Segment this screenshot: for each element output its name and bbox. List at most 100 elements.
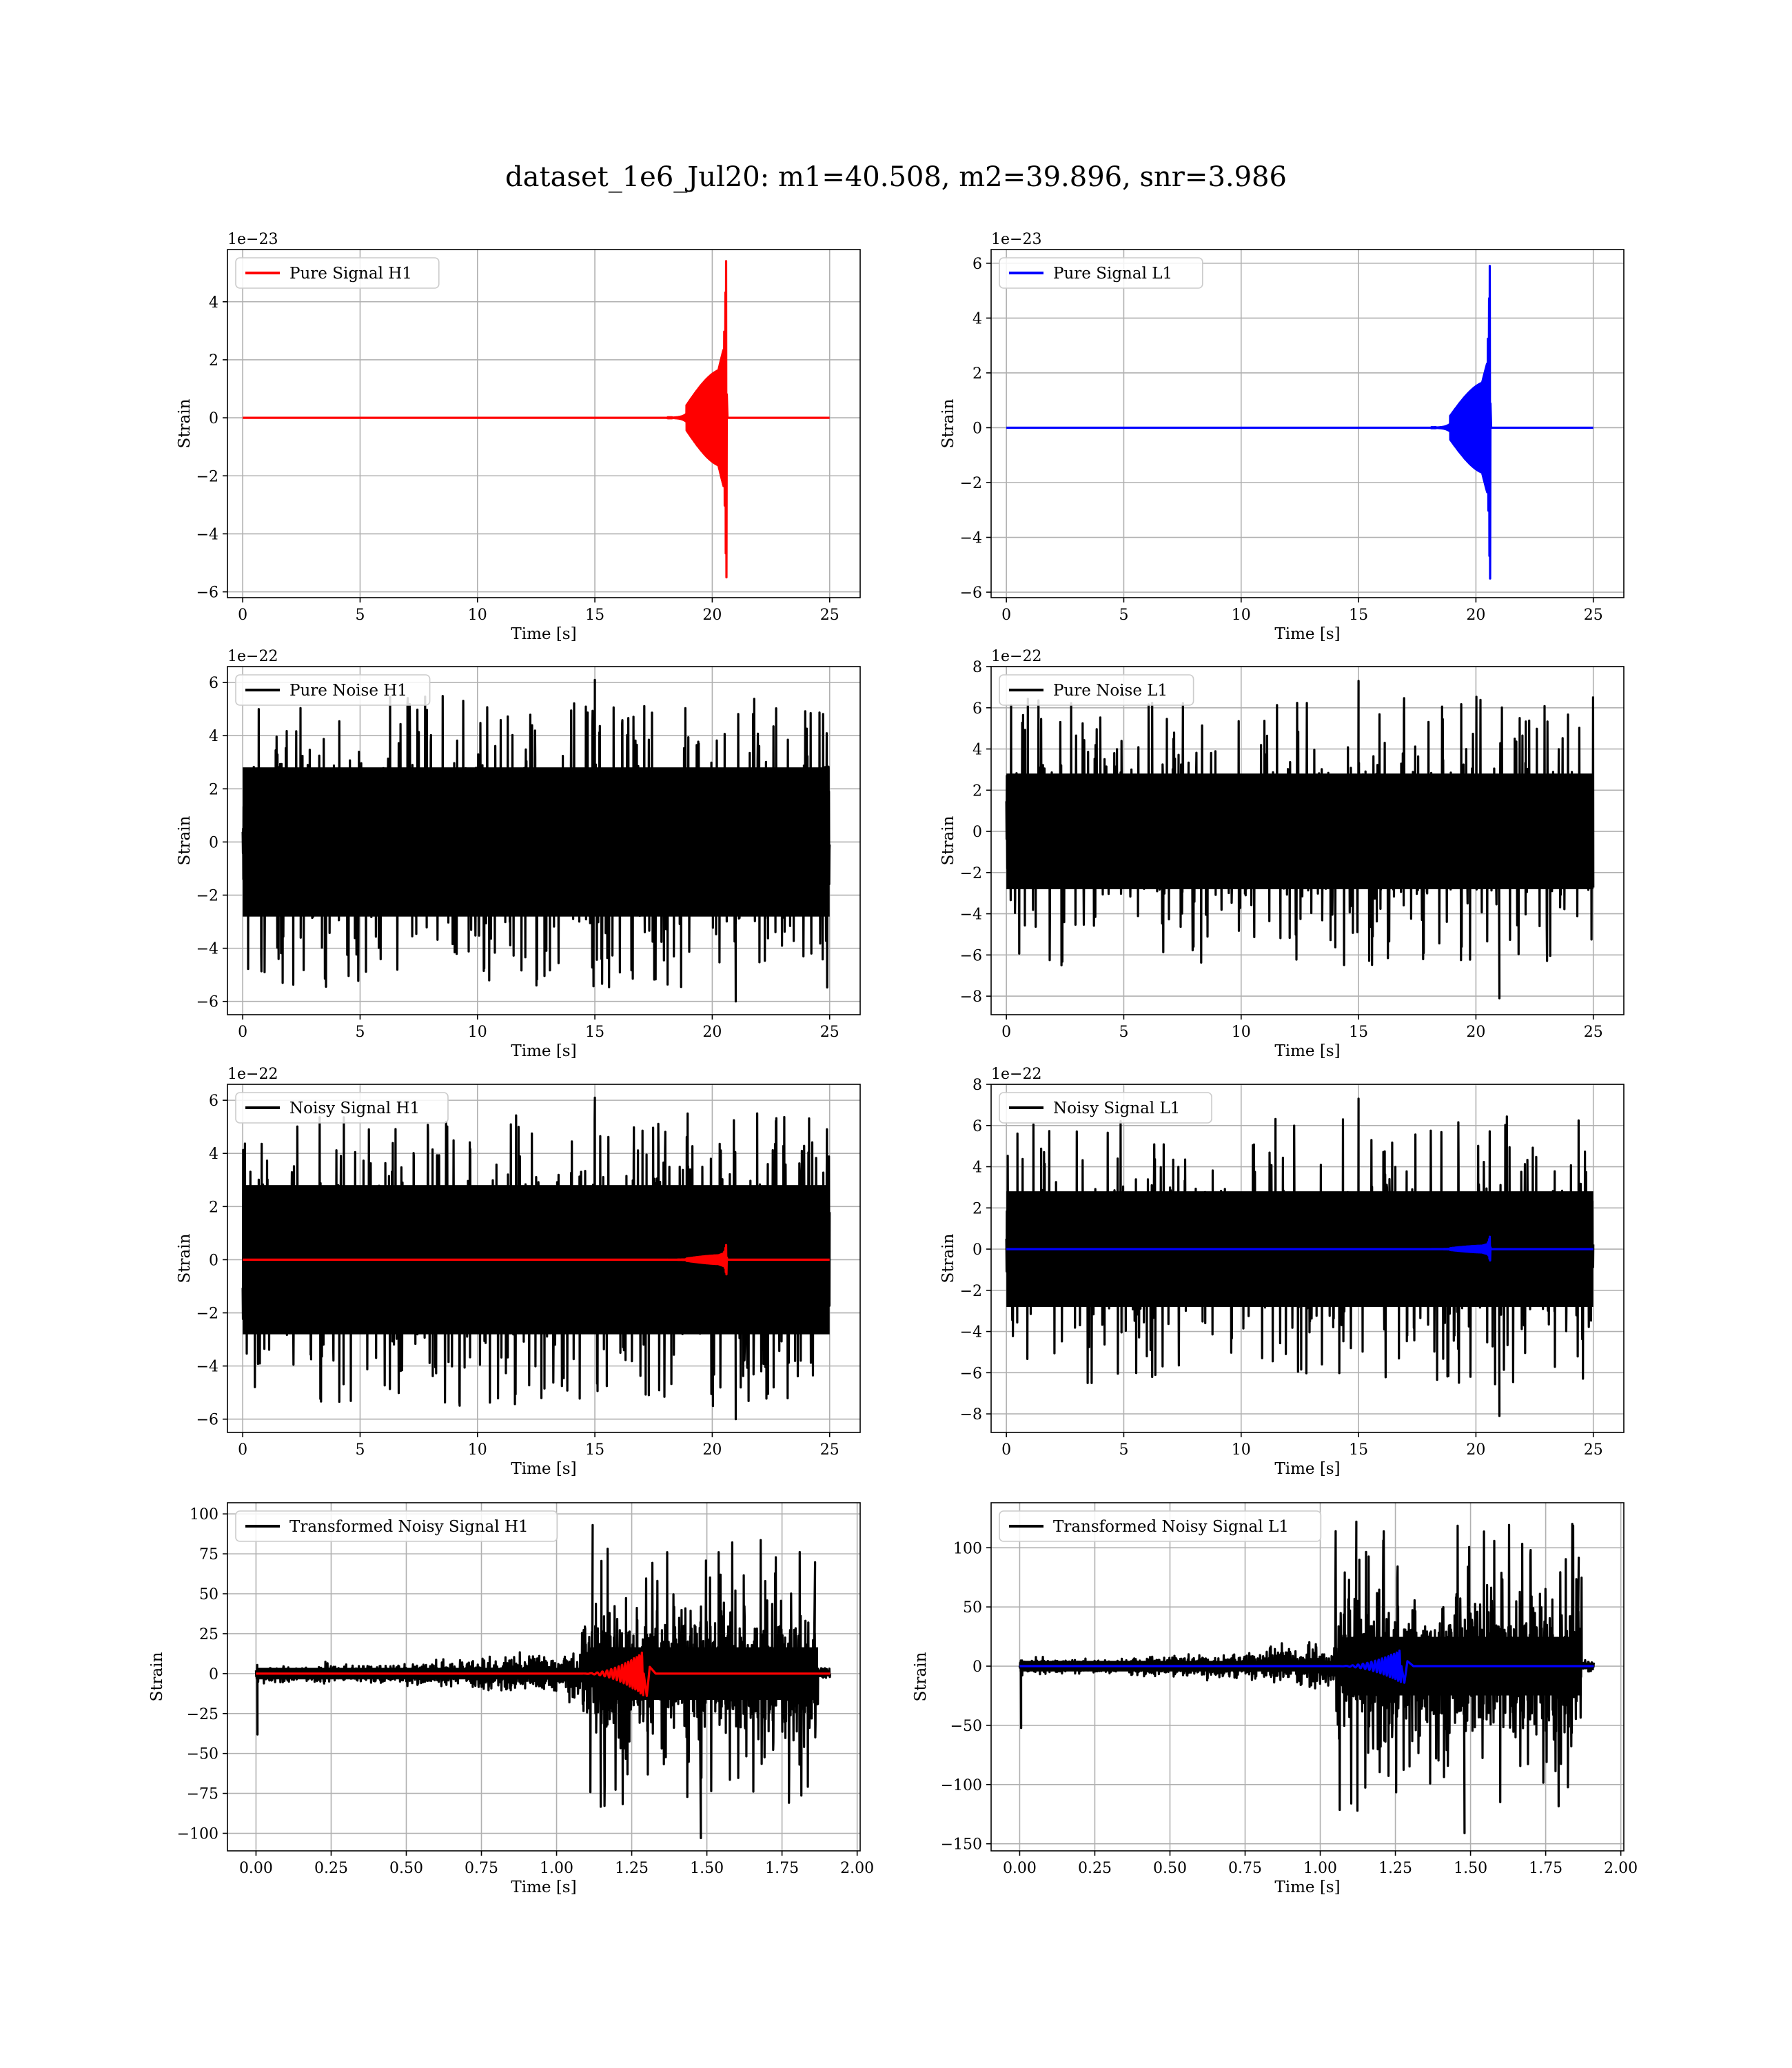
x-axis-label: Time [s] [511, 1042, 576, 1060]
series-line-pure-signal-l1 [1006, 265, 1594, 580]
y-tick-label: −8 [960, 1406, 982, 1423]
y-tick-label: −25 [187, 1706, 218, 1723]
x-tick-label: 1.50 [690, 1860, 724, 1877]
y-tick-label: 4 [209, 294, 218, 312]
y-axis-label: Strain [939, 398, 957, 448]
x-tick-label: 1.00 [1303, 1860, 1337, 1877]
x-tick-label: 25 [820, 1024, 839, 1041]
y-axis-label: Strain [912, 1652, 930, 1701]
series-line-transformed-noisy-signal-l1 [1018, 1520, 1595, 1834]
legend-box [999, 1510, 1322, 1542]
axes-frame [990, 1084, 1625, 1433]
axes-frame [227, 249, 861, 598]
x-tick-label: 0.75 [465, 1860, 498, 1877]
y-tick-label: −2 [960, 475, 982, 492]
y-tick-label: 6 [973, 1118, 982, 1135]
legend: Pure Noise H1 [235, 674, 431, 706]
series-line-signal-h1 [256, 1651, 831, 1697]
x-axis-label: Time [s] [511, 1460, 576, 1478]
x-tick-label: 15 [585, 1024, 604, 1041]
legend: Noisy Signal H1 [235, 1092, 449, 1124]
subplot-1: 0 5 10 15 20 25 −6 −4 −2 0 2 4 Time [s] Strain 1e−23 Pu… [176, 231, 861, 643]
x-tick-label: 15 [1349, 1024, 1368, 1041]
legend-box [999, 674, 1194, 706]
y-tick-label: 6 [209, 1093, 218, 1110]
legend-box [235, 674, 431, 706]
subplot-8: 0.00 0.25 0.50 0.75 1.00 1.25 1.50 1.75 2.00 −150… [912, 1502, 1638, 1896]
x-tick-label: 5 [355, 607, 365, 624]
series-line-noisy-signal-l1 [1005, 1097, 1595, 1417]
y-tick-label: 8 [973, 659, 982, 676]
x-tick-label: 15 [585, 607, 604, 624]
y-tick-label: −4 [196, 526, 218, 543]
y-tick-label: 2 [973, 1200, 982, 1217]
y-axis-label: Strain [176, 398, 194, 448]
series-line-noisy-signal-h1 [241, 1096, 831, 1421]
x-tick-label: 15 [585, 1441, 604, 1459]
y-axis-label: Strain [939, 815, 957, 865]
y-axis-label: Strain [148, 1652, 166, 1701]
y-tick-label: 4 [973, 1159, 982, 1177]
axis-offset-label: 1e−22 [227, 648, 278, 665]
y-tick-label: −4 [960, 1324, 982, 1341]
axis-offset-label: 1e−23 [991, 231, 1041, 248]
legend-box [999, 1092, 1212, 1124]
x-axis-label: Time [s] [1274, 625, 1340, 643]
x-tick-label: 15 [1349, 1441, 1368, 1459]
x-axis-label: Time [s] [511, 1878, 576, 1896]
series-line-pure-signal-h1 [243, 1244, 830, 1276]
plot-area [241, 678, 831, 1003]
x-tick-label: 5 [355, 1441, 365, 1459]
y-tick-label: −2 [196, 468, 218, 485]
x-tick-label: 10 [1232, 1441, 1251, 1459]
legend: Pure Noise L1 [999, 674, 1194, 706]
x-axis-label: Time [s] [1274, 1460, 1340, 1478]
subplot-7: 0.00 0.25 0.50 0.75 1.00 1.25 1.50 1.75 2.00 −100… [148, 1502, 874, 1896]
y-tick-label: −100 [177, 1826, 218, 1843]
legend: Transformed Noisy Signal H1 [235, 1510, 558, 1542]
subplot-2: 0 5 10 15 20 25 −6 −4 −2 0 2 4 6 Time [s] Strain 1e−23 P… [939, 231, 1625, 643]
y-tick-label: 0 [209, 834, 218, 851]
x-tick-label: 20 [702, 1024, 722, 1041]
y-tick-label: 50 [963, 1599, 982, 1616]
axes-frame [990, 249, 1625, 598]
legend: Noisy Signal L1 [999, 1092, 1212, 1124]
x-tick-label: 20 [1466, 1441, 1485, 1459]
axis-offset-label: 1e−22 [991, 648, 1041, 665]
x-tick-label: 25 [1584, 1024, 1603, 1041]
y-tick-label: −4 [196, 1359, 218, 1376]
y-tick-label: 100 [953, 1540, 982, 1557]
series-line-pure-signal-h1 [243, 260, 830, 579]
y-tick-label: 0 [973, 1659, 982, 1676]
x-tick-label: 15 [1349, 607, 1368, 624]
x-tick-label: 1.75 [1529, 1860, 1562, 1877]
series-line-pure-noise-l1 [1005, 680, 1595, 1000]
x-tick-label: 5 [1119, 607, 1128, 624]
axes-frame [227, 1084, 861, 1433]
figure-title: dataset_1e6_Jul20: m1=40.508, m2=39.896,… [505, 161, 1287, 193]
y-tick-label: −50 [187, 1746, 218, 1763]
y-tick-label: −100 [941, 1777, 982, 1794]
y-tick-label: 0 [209, 410, 218, 427]
x-tick-label: 0.50 [389, 1860, 423, 1877]
y-tick-label: 0 [973, 420, 982, 437]
y-tick-label: −2 [960, 865, 982, 882]
y-tick-label: −75 [187, 1786, 218, 1803]
x-tick-label: 0.25 [1078, 1860, 1112, 1877]
series-line-signal-l1 [1019, 1649, 1594, 1684]
x-tick-label: 20 [702, 607, 722, 624]
y-tick-label: 0 [973, 1241, 982, 1259]
y-tick-label: 4 [973, 742, 982, 759]
axis-offset-label: 1e−23 [227, 231, 278, 248]
plot-area [1006, 265, 1594, 580]
x-tick-label: 20 [1466, 607, 1485, 624]
y-tick-label: −150 [941, 1836, 982, 1854]
x-tick-label: 10 [1232, 607, 1251, 624]
subplot-5: 0 5 10 15 20 25 −6 −4 −2 0 2 4 6 Time [s] Strain 1e−22 N… [176, 1066, 861, 1478]
legend: Pure Signal H1 [235, 257, 440, 289]
x-tick-label: 10 [1232, 1024, 1251, 1041]
y-tick-label: −4 [196, 941, 218, 958]
axes-frame [990, 666, 1625, 1015]
axes-frame [227, 1502, 861, 1852]
